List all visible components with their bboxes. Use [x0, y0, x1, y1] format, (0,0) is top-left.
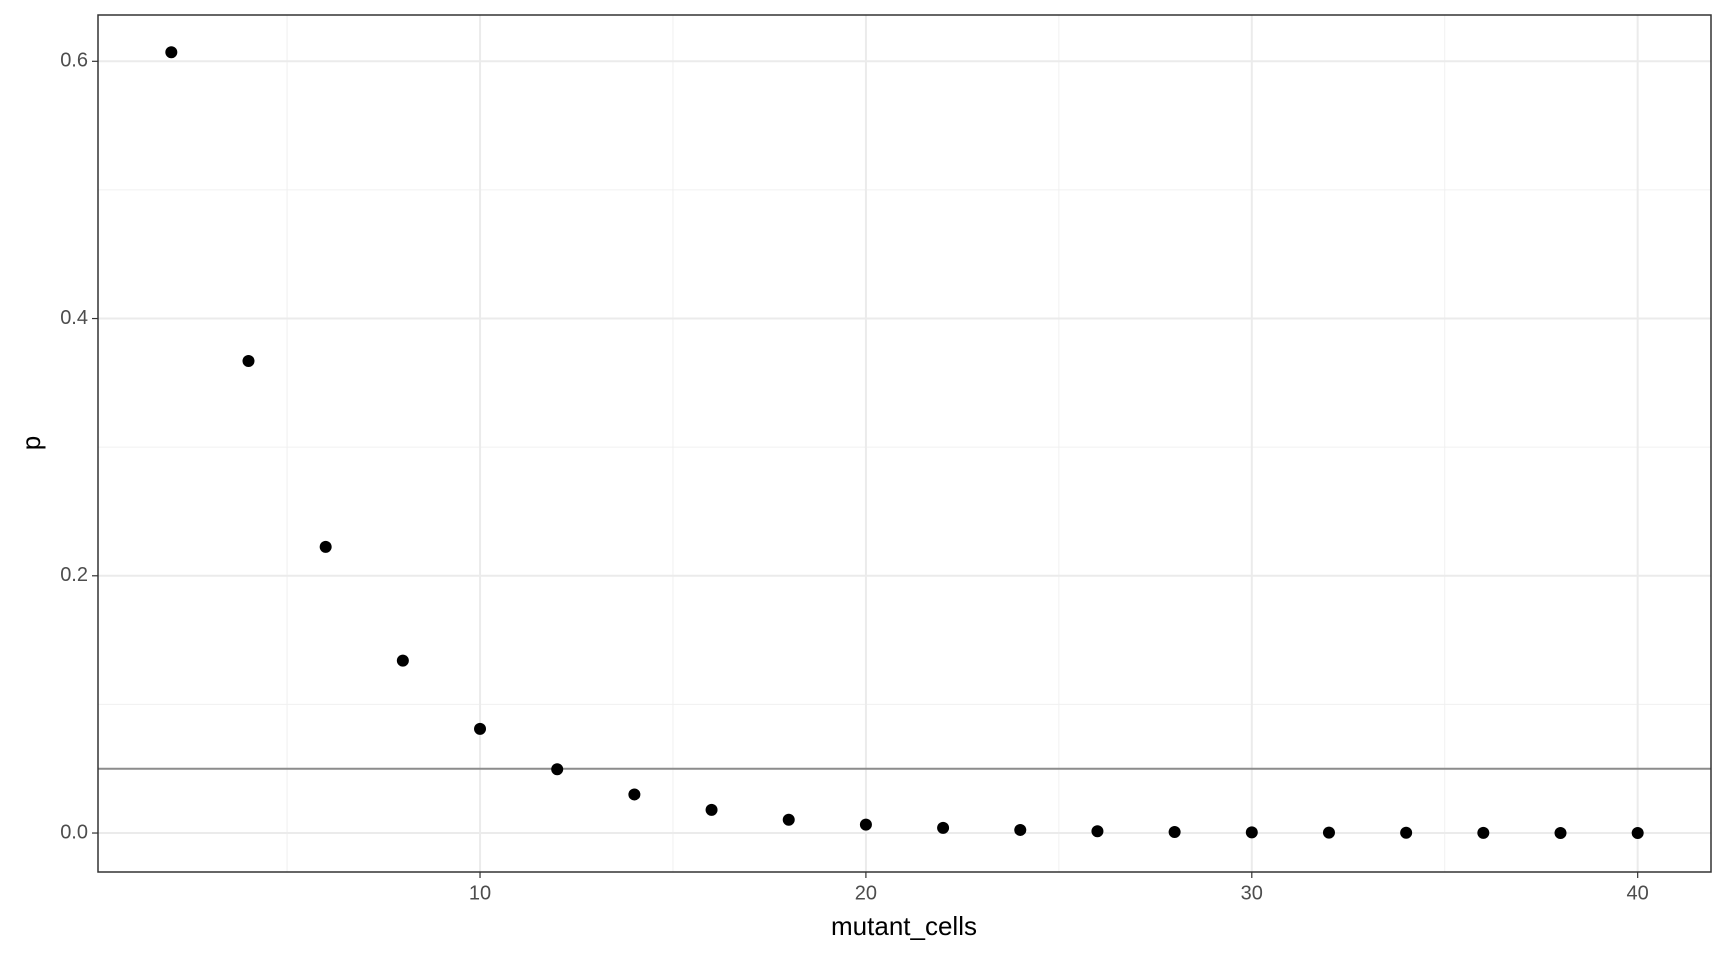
point	[319, 540, 332, 553]
point	[165, 46, 178, 59]
point	[782, 813, 795, 826]
y-axis-title: p	[16, 436, 46, 450]
point	[396, 654, 409, 667]
point	[1245, 826, 1258, 839]
x-tick-label: 40	[1627, 882, 1649, 904]
point	[242, 354, 255, 367]
y-tick-label: 0.2	[60, 564, 88, 586]
point	[551, 763, 564, 776]
panel-border	[97, 14, 1712, 873]
point	[474, 722, 487, 735]
point	[1631, 826, 1644, 839]
y-tick-label: 0.0	[60, 821, 88, 843]
y-tick-label: 0.6	[60, 50, 88, 72]
point	[937, 821, 950, 834]
y-tick-label: 0.4	[60, 307, 88, 329]
point	[1322, 826, 1335, 839]
point	[1477, 826, 1490, 839]
point	[1091, 825, 1104, 838]
x-axis-title: mutant_cells	[831, 911, 977, 941]
point	[1014, 823, 1027, 836]
point	[1554, 826, 1567, 839]
x-tick-label: 20	[855, 882, 877, 904]
point	[1400, 826, 1413, 839]
x-tick-label: 30	[1241, 882, 1263, 904]
point	[705, 803, 718, 816]
point	[859, 818, 872, 831]
point	[1168, 825, 1181, 838]
x-tick-label: 10	[469, 882, 491, 904]
point	[628, 788, 641, 801]
